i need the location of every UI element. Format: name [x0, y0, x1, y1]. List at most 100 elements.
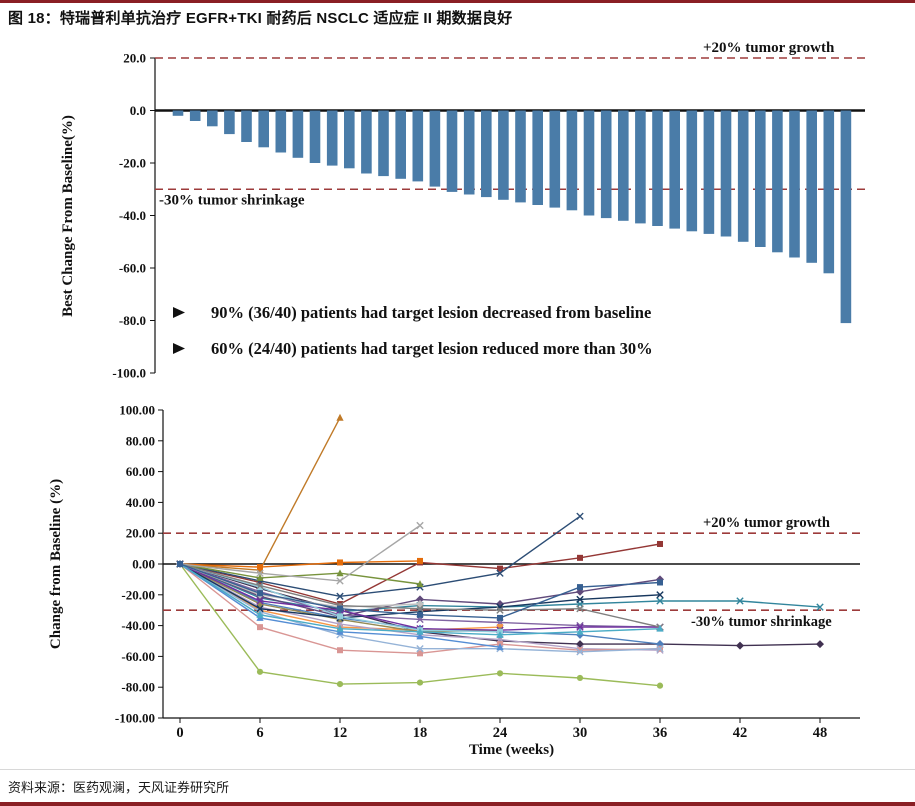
series-marker	[656, 682, 664, 689]
series-marker	[496, 643, 504, 651]
series-marker	[577, 554, 583, 561]
series-marker	[336, 413, 344, 421]
y-tick-label: -40.0	[119, 208, 146, 223]
series-marker	[496, 606, 504, 614]
series-marker	[656, 645, 664, 653]
y-tick-label: 20.00	[126, 526, 155, 541]
y-tick-label: -20.00	[121, 587, 155, 602]
x-tick-label: 0	[176, 725, 183, 741]
spider-line-chart: 100.00 80.00 60.00 40.00 20.00 0.00 -20.00 -40.…	[48, 403, 860, 758]
bar	[703, 110, 715, 234]
series-marker	[257, 607, 263, 614]
series-marker	[256, 597, 264, 605]
bar	[618, 110, 629, 221]
y-tick-label: -100.00	[115, 711, 155, 726]
series-marker	[416, 521, 424, 530]
reference-line-label: +20% tumor growth	[703, 515, 830, 531]
y-tick-label: -60.00	[121, 649, 155, 664]
bar	[806, 110, 817, 263]
y-tick-label: 60.00	[126, 464, 155, 479]
series-marker	[497, 565, 503, 572]
bar	[823, 110, 835, 274]
series-marker	[577, 647, 583, 654]
bar	[789, 110, 800, 258]
series-marker	[336, 592, 344, 601]
bar	[532, 110, 543, 205]
bar	[224, 110, 235, 135]
y-tick-label: -80.0	[119, 313, 146, 328]
series-marker	[257, 564, 263, 571]
series-marker	[336, 624, 344, 632]
series-marker	[336, 569, 344, 577]
series-marker	[576, 630, 584, 639]
series-marker	[257, 624, 263, 631]
series-marker	[576, 627, 584, 635]
series-marker	[337, 647, 343, 654]
series-marker	[257, 590, 263, 597]
series-marker	[416, 679, 424, 686]
bar	[481, 110, 492, 198]
series-marker	[656, 597, 664, 605]
series-marker	[496, 569, 504, 577]
bar	[498, 110, 509, 200]
series-marker	[656, 575, 664, 584]
bar	[429, 110, 441, 187]
series-marker	[417, 611, 423, 618]
series-marker	[657, 540, 663, 547]
top-border	[0, 0, 915, 3]
series-line	[179, 563, 421, 585]
series-marker	[416, 632, 424, 640]
series-marker	[177, 561, 183, 567]
series-marker	[577, 584, 583, 591]
bar	[583, 110, 595, 216]
bar	[566, 110, 578, 211]
series-marker	[337, 605, 343, 612]
series-marker	[657, 579, 663, 586]
x-tick-label: 48	[813, 725, 828, 741]
series-marker	[256, 569, 264, 577]
bar	[309, 110, 321, 163]
y-tick-label: 0.0	[130, 103, 146, 118]
y-tick-label: -80.00	[121, 680, 155, 695]
series-marker	[257, 584, 263, 591]
bar	[720, 110, 732, 237]
y-tick-label: -20.0	[119, 156, 146, 171]
series-marker	[256, 604, 264, 613]
x-tick-label: 36	[653, 725, 668, 741]
bar	[172, 110, 184, 116]
series-marker	[416, 595, 424, 604]
bar	[686, 110, 698, 232]
reference-line-label: -30% tumor shrinkage	[691, 614, 832, 630]
annotation-text: 90% (36/40) patients had target lesion d…	[211, 303, 651, 322]
series-marker	[416, 604, 424, 613]
bar	[344, 110, 355, 169]
x-tick-label: 30	[573, 725, 588, 741]
series-marker	[576, 623, 584, 631]
bar	[446, 110, 458, 192]
series-marker	[417, 557, 423, 564]
y-axis-title: Change from Baseline (%)	[48, 479, 64, 649]
footer-divider	[0, 769, 915, 770]
x-tick-label: 6	[256, 725, 263, 741]
annotation-text: 60% (24/40) patients had target lesion r…	[211, 339, 653, 358]
series-line	[179, 560, 421, 568]
bar	[361, 110, 372, 174]
series-marker	[256, 668, 264, 675]
arrow-bullet-icon	[173, 307, 185, 318]
arrow-bullet-icon	[173, 343, 185, 354]
series-marker	[816, 640, 824, 649]
reference-line-label: +20% tumor growth	[703, 40, 835, 56]
source-note: 资料来源：医药观澜，天风证券研究所	[8, 780, 230, 795]
series-marker	[576, 674, 584, 682]
series-marker	[736, 597, 744, 605]
series-marker	[816, 603, 824, 611]
bar	[275, 110, 287, 153]
series-marker	[576, 512, 584, 520]
series-marker	[337, 559, 343, 566]
bar	[840, 110, 852, 324]
series-marker	[576, 595, 584, 604]
series-marker	[416, 627, 424, 635]
series-marker	[656, 624, 664, 632]
series-marker	[496, 670, 504, 677]
waterfall-chart: 20.0 0.0 -20.0 -40.0 -60.0 -80.0 -100.0 +20% tu…	[60, 40, 865, 381]
